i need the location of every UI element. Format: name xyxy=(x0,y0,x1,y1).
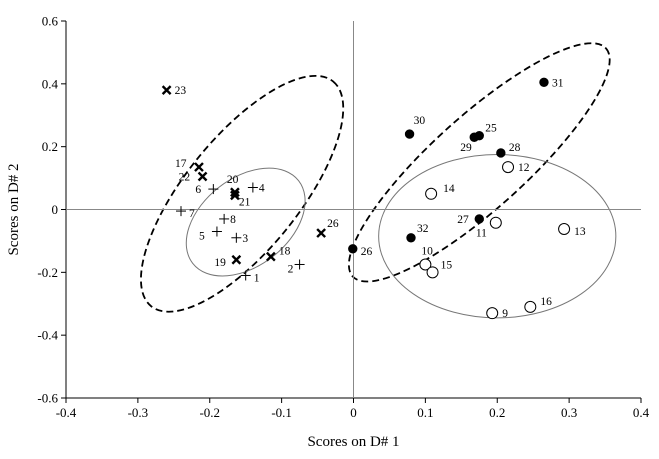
x-tick-label: 0.1 xyxy=(417,405,433,420)
data-point-19 xyxy=(231,254,242,265)
point-label-10: 10 xyxy=(421,245,433,257)
data-point-32 xyxy=(406,233,416,243)
data-points xyxy=(161,77,571,320)
data-point-26 xyxy=(316,228,327,238)
x-tick-label: 0 xyxy=(350,405,357,420)
point-label-3: 3 xyxy=(242,233,248,245)
point-label-22: 22 xyxy=(179,172,191,184)
y-tick-label: 0 xyxy=(52,202,59,217)
x-tick-label: -0.1 xyxy=(271,405,292,420)
data-point-2 xyxy=(294,259,305,270)
point-label-27: 27 xyxy=(457,214,469,226)
point-label-17: 17 xyxy=(175,158,187,170)
y-tick-label: 0.2 xyxy=(42,139,58,154)
y-tick-label: 0.4 xyxy=(42,76,59,91)
point-label-2: 2 xyxy=(288,263,294,275)
data-point-8 xyxy=(219,213,230,224)
data-point-22 xyxy=(197,171,208,182)
y-tick-label: 0.6 xyxy=(42,14,59,29)
point-label-1: 1 xyxy=(254,272,260,284)
point-label-26: 26 xyxy=(327,218,339,230)
data-point-10 xyxy=(419,258,432,271)
point-label-6: 6 xyxy=(195,184,201,196)
data-point-15 xyxy=(426,266,439,279)
x-tick-label: -0.3 xyxy=(128,405,149,420)
y-tick-label: -0.4 xyxy=(37,328,58,343)
x-tick-label: -0.2 xyxy=(199,405,220,420)
x-tick-label: 0.4 xyxy=(633,405,650,420)
data-point-6 xyxy=(208,184,219,195)
data-point-4 xyxy=(247,182,258,193)
point-label-13: 13 xyxy=(574,226,586,238)
data-point-31 xyxy=(539,77,549,87)
data-point-21 xyxy=(230,190,240,201)
data-point-20 xyxy=(230,187,240,198)
group-ellipse-1 xyxy=(140,74,345,313)
point-label-29: 29 xyxy=(460,142,472,154)
x-marker-stroke xyxy=(231,254,242,265)
point-label-19: 19 xyxy=(214,257,226,269)
data-point-17 xyxy=(194,162,204,172)
point-label-30: 30 xyxy=(414,115,426,127)
data-point-14 xyxy=(425,187,438,200)
data-point-5 xyxy=(211,226,222,237)
x-tick-label: 0.3 xyxy=(561,405,577,420)
data-point-30 xyxy=(404,129,415,139)
x-marker-stroke xyxy=(265,251,276,262)
x-marker-stroke xyxy=(161,85,172,95)
x-tick-label: 0.2 xyxy=(489,405,505,420)
data-point-29 xyxy=(469,132,479,142)
point-label-14: 14 xyxy=(443,183,455,195)
point-label-9: 9 xyxy=(502,308,508,320)
point-label-31: 31 xyxy=(552,77,564,89)
x-marker-stroke xyxy=(197,171,208,182)
data-point-23 xyxy=(161,85,172,95)
data-point-1 xyxy=(240,270,251,281)
data-point-27 xyxy=(474,214,484,224)
point-label-26: 26 xyxy=(361,246,373,258)
point-label-16: 16 xyxy=(540,296,552,308)
data-point-28 xyxy=(496,148,506,158)
point-label-11: 11 xyxy=(476,228,487,240)
group-ellipse-2 xyxy=(185,167,306,277)
data-point-12 xyxy=(502,161,515,174)
data-point-9 xyxy=(486,307,499,320)
data-point-26 xyxy=(348,244,358,254)
point-label-28: 28 xyxy=(509,142,521,154)
x-marker-stroke xyxy=(316,228,327,238)
x-marker-stroke xyxy=(230,190,240,201)
data-point-7 xyxy=(176,206,186,217)
point-label-32: 32 xyxy=(417,223,429,235)
data-point-18 xyxy=(265,251,276,262)
point-label-21: 21 xyxy=(239,196,251,208)
point-label-25: 25 xyxy=(485,123,497,135)
y-tick-label: -0.6 xyxy=(37,391,58,406)
axes: -0.4 -0.3 -0.2 -0.1 0 0.1 0.2 0.3 0.4 0.6 0.4 0.2 0 -… xyxy=(37,14,649,421)
group-ellipse-3 xyxy=(347,42,611,283)
point-label-4: 4 xyxy=(259,183,265,195)
point-label-23: 23 xyxy=(175,85,187,97)
point-label-7: 7 xyxy=(189,208,195,220)
point-label-5: 5 xyxy=(199,230,205,242)
y-axis-title: Scores on D# 2 xyxy=(6,163,22,255)
point-label-8: 8 xyxy=(230,214,236,226)
x-axis-title: Scores on D# 1 xyxy=(307,434,399,450)
point-label-15: 15 xyxy=(441,259,453,271)
data-point-13 xyxy=(558,222,571,235)
y-tick-label: -0.2 xyxy=(37,265,58,280)
data-point-16 xyxy=(524,300,537,313)
reference-lines xyxy=(66,21,641,398)
x-tick-label: -0.4 xyxy=(56,405,77,420)
point-label-12: 12 xyxy=(518,162,530,174)
x-marker-stroke xyxy=(230,187,240,198)
data-point-3 xyxy=(231,232,242,243)
point-label-18: 18 xyxy=(279,246,291,258)
point-label-20: 20 xyxy=(227,174,239,186)
x-marker-stroke xyxy=(194,162,204,172)
data-point-11 xyxy=(489,216,502,229)
